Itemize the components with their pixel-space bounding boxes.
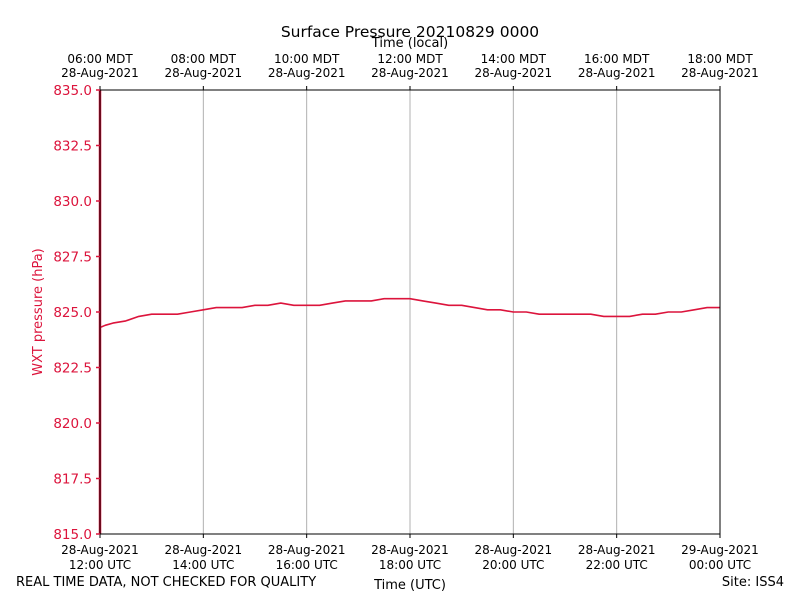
top-tick-label-date: 28-Aug-2021 [165, 66, 243, 80]
x-tick-label-date: 29-Aug-2021 [681, 543, 759, 557]
x-tick-label-time: 16:00 UTC [276, 558, 338, 572]
x-tick-label-date: 28-Aug-2021 [371, 543, 449, 557]
y-tick-label: 820.0 [53, 416, 92, 432]
top-tick-label-time: 10:00 MDT [274, 52, 340, 66]
x-tick-label-time: 22:00 UTC [586, 558, 648, 572]
top-tick-label-date: 28-Aug-2021 [475, 66, 553, 80]
chart-title: Surface Pressure 20210829 0000 [281, 23, 539, 41]
y-tick-label: 830.0 [53, 194, 92, 210]
top-tick-label-time: 06:00 MDT [67, 52, 133, 66]
series-line-pressure [99, 297, 720, 329]
x-tick-label-date: 28-Aug-2021 [578, 543, 656, 557]
x-tick-label-time: 20:00 UTC [482, 558, 544, 572]
data-quality-note: REAL TIME DATA, NOT CHECKED FOR QUALITY [16, 575, 317, 590]
grid-lines [202, 90, 618, 534]
y-tick-label: 825.0 [53, 305, 92, 321]
top-axis-label: Time (local) [371, 36, 448, 51]
x-tick-label-date: 28-Aug-2021 [475, 543, 553, 557]
y-tick-label: 815.0 [53, 527, 92, 543]
top-tick-label-time: 08:00 MDT [171, 52, 237, 66]
y-tick-label: 835.0 [53, 83, 92, 99]
x-tick-label-date: 28-Aug-2021 [268, 543, 346, 557]
top-tick-label-time: 12:00 MDT [377, 52, 443, 66]
top-tick-label-date: 28-Aug-2021 [61, 66, 139, 80]
y-tick-label: 822.5 [53, 361, 92, 377]
top-tick-label-time: 16:00 MDT [584, 52, 650, 66]
x-tick-label-time: 14:00 UTC [172, 558, 234, 572]
top-tick-label-time: 14:00 MDT [481, 52, 547, 66]
x-tick-label-time: 18:00 UTC [379, 558, 441, 572]
top-tick-label-date: 28-Aug-2021 [681, 66, 759, 80]
top-tick-label-date: 28-Aug-2021 [268, 66, 346, 80]
x-tick-label-date: 28-Aug-2021 [61, 543, 139, 557]
x-tick-label-time: 00:00 UTC [689, 558, 751, 572]
top-tick-label-date: 28-Aug-2021 [371, 66, 449, 80]
y-tick-label: 832.5 [53, 139, 92, 155]
y-axis-label: WXT pressure (hPa) [31, 248, 46, 376]
y-tick-label: 817.5 [53, 472, 92, 488]
x-tick-label-time: 12:00 UTC [69, 558, 131, 572]
top-tick-label-time: 18:00 MDT [687, 52, 753, 66]
x-axis-label: Time (UTC) [373, 578, 446, 593]
x-tick-label-date: 28-Aug-2021 [165, 543, 243, 557]
top-tick-label-date: 28-Aug-2021 [578, 66, 656, 80]
y-tick-label: 827.5 [53, 250, 92, 266]
site-label: Site: ISS4 [721, 575, 784, 590]
